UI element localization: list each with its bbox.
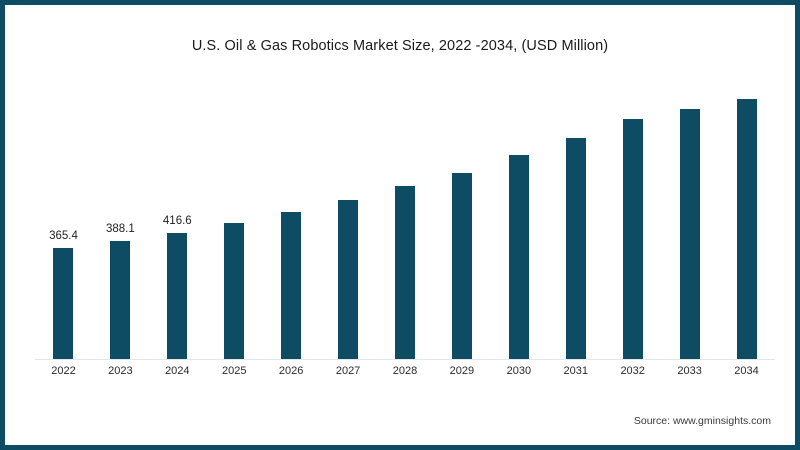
bar-slot xyxy=(320,85,377,360)
bar-value-label: 388.1 xyxy=(105,223,135,236)
bar-slot xyxy=(263,85,320,360)
x-axis-tick-label: 2023 xyxy=(108,365,133,377)
x-axis-tick-label: 2024 xyxy=(165,365,190,377)
bar-slot: 388.1 xyxy=(92,85,149,360)
bar xyxy=(338,200,359,360)
bar-slot xyxy=(547,85,604,360)
bar xyxy=(622,118,643,360)
chart-panel: U.S. Oil & Gas Robotics Market Size, 202… xyxy=(5,5,795,445)
bar-slot xyxy=(433,85,490,360)
bar xyxy=(167,232,188,360)
x-axis-tick-label: 2028 xyxy=(392,365,418,377)
x-axis-tick-label: 2029 xyxy=(449,365,475,377)
bar-slot: 365.4 xyxy=(35,85,92,360)
bar-slot: 416.6 xyxy=(149,85,206,360)
plot-area: 365.4 388.1 416.6 xyxy=(35,85,775,360)
bar xyxy=(224,223,245,360)
bar xyxy=(679,108,700,360)
x-axis-tick-label: 2026 xyxy=(278,365,304,377)
x-axis-tick-label: 2027 xyxy=(335,365,361,377)
x-axis-tick-label: 2032 xyxy=(620,365,645,377)
source-attribution: Source: www.gminsights.com xyxy=(633,415,771,427)
x-axis-line xyxy=(35,359,775,360)
bar xyxy=(451,173,472,360)
x-axis-tick-label: 2031 xyxy=(563,365,588,377)
bar-value-label: 365.4 xyxy=(49,230,78,243)
page-title: U.S. Oil & Gas Robotics Market Size, 202… xyxy=(191,38,609,54)
bar-slot xyxy=(604,85,661,360)
bar-value-label: 416.6 xyxy=(162,214,192,227)
x-axis-tick-label: 2025 xyxy=(221,365,247,377)
bar xyxy=(736,99,757,360)
bar xyxy=(110,241,131,360)
x-axis-tick-label: 2022 xyxy=(51,365,76,377)
bar-slot xyxy=(206,85,263,360)
bar-slot xyxy=(661,85,718,360)
x-axis-tick-label: 2034 xyxy=(734,365,759,377)
bar xyxy=(565,138,586,360)
bar-slot xyxy=(377,85,434,360)
bar xyxy=(281,211,302,360)
bar xyxy=(394,185,415,360)
x-axis-tick-label: 2033 xyxy=(677,365,702,377)
bar-slot xyxy=(718,85,775,360)
x-axis-tick-label: 2030 xyxy=(506,365,532,377)
bar xyxy=(508,155,529,360)
bar xyxy=(53,248,74,360)
bar-slot xyxy=(490,85,547,360)
